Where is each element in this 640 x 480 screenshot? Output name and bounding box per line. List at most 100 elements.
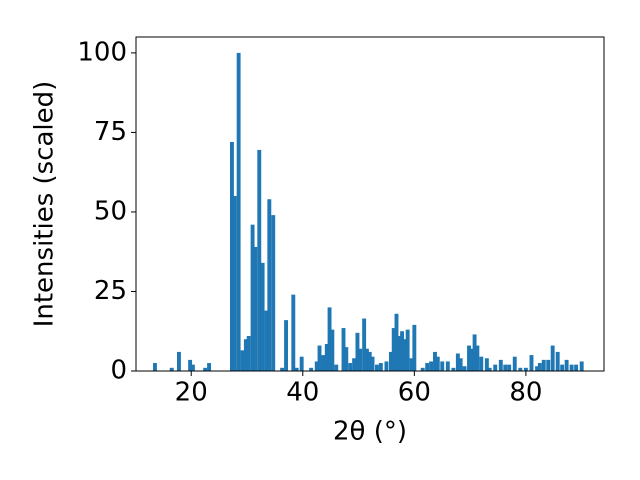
bar [462, 366, 467, 371]
bar [412, 324, 417, 371]
bar [574, 364, 579, 371]
bar [451, 367, 456, 371]
bar [433, 351, 437, 371]
bar [264, 310, 269, 371]
bar [397, 336, 402, 371]
y-tick-label: 75 [94, 117, 127, 147]
bar [503, 364, 508, 371]
bar [560, 364, 565, 371]
bar [402, 339, 407, 371]
bar [523, 367, 528, 371]
bar [314, 361, 319, 371]
bar [535, 366, 540, 371]
bar [280, 367, 285, 371]
bar [484, 358, 489, 371]
bar [384, 361, 389, 371]
bar [232, 196, 237, 371]
bar [355, 332, 360, 371]
bar [348, 363, 353, 371]
bar [294, 367, 299, 371]
bar [420, 367, 425, 371]
bar [291, 294, 296, 371]
bar [507, 364, 512, 371]
bar [207, 363, 212, 371]
bar [203, 367, 208, 371]
bar [358, 348, 363, 371]
bar [394, 313, 399, 371]
bar [284, 320, 289, 371]
bar [579, 361, 584, 371]
bar [344, 347, 349, 371]
bar [324, 343, 329, 371]
bar [388, 351, 393, 371]
bar [362, 318, 367, 371]
bar [429, 361, 434, 371]
bar [246, 336, 251, 371]
bar [518, 367, 523, 371]
bar [236, 52, 241, 372]
bar [498, 359, 503, 371]
bar [405, 329, 410, 371]
bar [555, 351, 560, 371]
bar [299, 356, 304, 371]
bar [153, 363, 157, 371]
bar [472, 334, 477, 371]
bar [541, 359, 546, 371]
bar [367, 351, 372, 371]
bar [493, 364, 498, 371]
y-tick-label: 0 [110, 356, 127, 386]
bar [512, 356, 517, 371]
bar [375, 364, 379, 371]
bar [400, 331, 405, 371]
bar [229, 141, 234, 371]
bar [364, 348, 369, 371]
bar [334, 364, 339, 371]
bar [169, 367, 174, 371]
bar [321, 355, 326, 371]
plot-frame [135, 36, 605, 372]
bar [440, 361, 445, 371]
x-tick-label: 80 [509, 378, 542, 408]
y-tick-label: 100 [77, 37, 127, 67]
bar [243, 339, 248, 371]
bar [341, 328, 346, 371]
bar [455, 353, 460, 371]
bar [330, 329, 335, 371]
bar [564, 359, 569, 371]
x-axis-label: 2θ (°) [333, 417, 407, 447]
bar [260, 262, 265, 371]
bar [529, 355, 534, 371]
bar [409, 358, 414, 371]
bar [479, 356, 484, 371]
bar [309, 367, 314, 371]
bar [569, 364, 574, 371]
bar [257, 149, 262, 371]
bar [550, 345, 555, 371]
bar [467, 345, 471, 371]
bar [475, 345, 480, 371]
bar [445, 361, 450, 371]
bar [317, 345, 322, 371]
y-tick-label: 50 [94, 196, 127, 226]
bar [188, 359, 193, 371]
bar [458, 358, 463, 371]
bar [537, 363, 542, 371]
bar [391, 328, 396, 371]
bar [267, 199, 272, 371]
bar [240, 350, 245, 371]
bar [250, 224, 255, 371]
bar [190, 364, 195, 371]
bar [435, 356, 440, 371]
bar [327, 307, 332, 371]
bar [176, 351, 181, 371]
x-tick-label: 40 [286, 378, 319, 408]
bar [469, 348, 474, 371]
bar [253, 246, 258, 371]
y-axis-label: Intensities (scaled) [30, 81, 60, 328]
x-tick-label: 20 [175, 378, 208, 408]
bar [546, 359, 551, 371]
bar [370, 356, 375, 371]
x-tick-label: 60 [398, 378, 431, 408]
bar [425, 363, 430, 371]
